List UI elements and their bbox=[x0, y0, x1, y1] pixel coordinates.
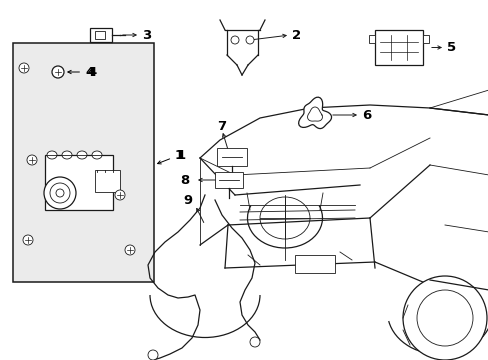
Circle shape bbox=[125, 245, 135, 255]
Bar bbox=[422, 35, 428, 43]
Bar bbox=[294, 255, 334, 273]
Bar bbox=[374, 30, 422, 65]
Bar bbox=[215, 172, 243, 188]
Circle shape bbox=[148, 350, 158, 360]
Circle shape bbox=[19, 63, 29, 73]
Text: 8: 8 bbox=[180, 174, 189, 186]
Circle shape bbox=[230, 36, 239, 44]
Ellipse shape bbox=[47, 151, 57, 159]
Text: 9: 9 bbox=[183, 194, 192, 207]
Ellipse shape bbox=[62, 151, 72, 159]
Text: 4: 4 bbox=[87, 66, 96, 78]
Text: 3: 3 bbox=[142, 28, 151, 41]
Text: 1: 1 bbox=[157, 149, 184, 164]
Ellipse shape bbox=[92, 151, 102, 159]
Circle shape bbox=[50, 183, 70, 203]
Circle shape bbox=[27, 155, 37, 165]
Circle shape bbox=[416, 290, 472, 346]
Bar bbox=[95, 170, 120, 192]
Circle shape bbox=[44, 177, 76, 209]
Bar bbox=[45, 155, 113, 210]
Circle shape bbox=[23, 235, 33, 245]
Bar bbox=[217, 148, 246, 166]
Text: 5: 5 bbox=[446, 41, 455, 54]
Bar bbox=[90, 28, 112, 42]
Bar bbox=[13, 43, 154, 282]
Bar bbox=[368, 35, 374, 43]
Text: 4: 4 bbox=[68, 66, 94, 78]
Circle shape bbox=[249, 337, 260, 347]
Circle shape bbox=[115, 190, 125, 200]
Circle shape bbox=[402, 276, 486, 360]
Text: 1: 1 bbox=[177, 149, 186, 162]
Bar bbox=[95, 31, 105, 39]
Polygon shape bbox=[298, 97, 331, 129]
Ellipse shape bbox=[77, 151, 87, 159]
Text: 7: 7 bbox=[217, 120, 225, 132]
Circle shape bbox=[52, 66, 64, 78]
Text: 2: 2 bbox=[291, 28, 301, 41]
Circle shape bbox=[245, 36, 253, 44]
Text: 6: 6 bbox=[361, 108, 370, 122]
Circle shape bbox=[56, 189, 64, 197]
